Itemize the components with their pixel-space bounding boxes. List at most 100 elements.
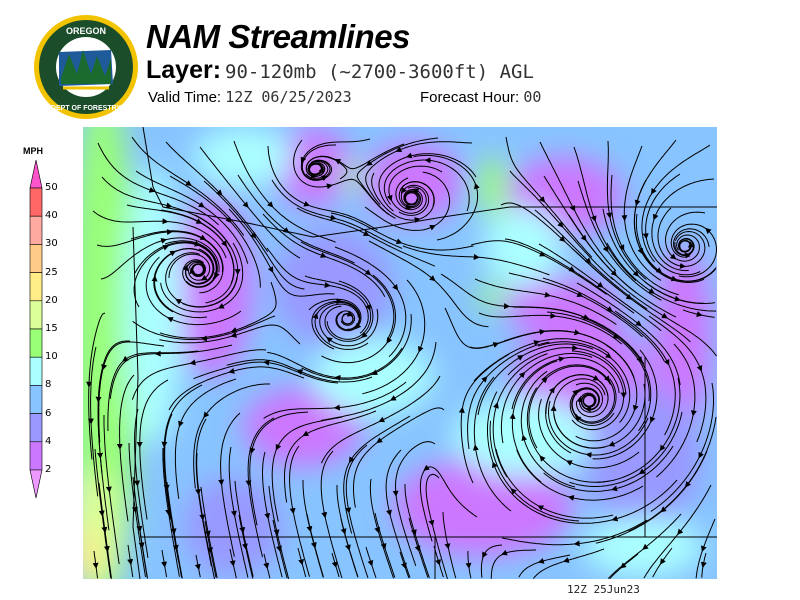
streamline bbox=[634, 139, 677, 207]
streamline bbox=[301, 562, 307, 578]
forecast-hour-value: 00 bbox=[523, 88, 542, 106]
streamline bbox=[203, 383, 270, 419]
streamline bbox=[575, 347, 627, 395]
streamline bbox=[592, 419, 652, 460]
streamline bbox=[537, 505, 614, 519]
streamline bbox=[585, 417, 649, 458]
streamline bbox=[648, 315, 703, 372]
streamline bbox=[620, 553, 639, 569]
streamline bbox=[538, 243, 604, 288]
streamline bbox=[388, 287, 407, 357]
streamline bbox=[395, 493, 417, 567]
streamline bbox=[568, 214, 618, 277]
streamline bbox=[650, 455, 701, 512]
streamline bbox=[335, 564, 340, 578]
streamline bbox=[674, 230, 706, 267]
streamline bbox=[376, 407, 445, 444]
streamline bbox=[100, 238, 168, 280]
streamline bbox=[674, 268, 717, 282]
streamline bbox=[395, 141, 473, 153]
streamline bbox=[237, 174, 290, 234]
streamline bbox=[87, 346, 97, 425]
streamline bbox=[141, 545, 148, 578]
streamline bbox=[606, 242, 655, 294]
legend-swatch bbox=[29, 272, 43, 302]
legend-bar bbox=[29, 159, 43, 499]
streamline bbox=[153, 250, 177, 313]
streamline bbox=[98, 367, 104, 443]
streamline bbox=[254, 236, 305, 290]
streamline bbox=[168, 371, 232, 411]
streamline bbox=[595, 510, 663, 544]
streamline bbox=[371, 172, 421, 223]
streamline bbox=[229, 548, 236, 567]
layer-info: Layer: 90-120mb (~2700-3600ft) AGL bbox=[146, 56, 534, 85]
streamline bbox=[185, 260, 206, 285]
legend-swatch bbox=[29, 441, 43, 471]
streamline bbox=[289, 445, 300, 515]
streamline bbox=[228, 208, 274, 273]
streamline bbox=[472, 444, 512, 512]
streamline bbox=[424, 157, 470, 212]
streamline bbox=[336, 300, 361, 331]
streamline bbox=[512, 360, 558, 416]
streamline bbox=[600, 285, 662, 332]
streamline bbox=[422, 171, 451, 227]
streamline bbox=[296, 207, 370, 236]
streamline bbox=[189, 183, 245, 236]
streamline bbox=[174, 424, 181, 499]
streamline bbox=[542, 254, 607, 295]
streamline bbox=[300, 138, 371, 164]
streamline bbox=[326, 308, 379, 347]
streamline bbox=[364, 206, 436, 231]
streamline bbox=[536, 338, 609, 354]
oregon-forestry-logo: OREGON DEPT OF FORESTRY bbox=[34, 15, 138, 119]
wind-speed-region bbox=[313, 337, 433, 417]
streamline bbox=[271, 270, 335, 297]
streamline bbox=[343, 460, 353, 534]
streamline bbox=[161, 384, 203, 448]
streamline bbox=[580, 294, 643, 338]
streamline bbox=[175, 547, 183, 578]
streamline bbox=[562, 548, 605, 563]
streamline bbox=[534, 209, 592, 264]
streamline bbox=[164, 237, 220, 273]
streamline bbox=[348, 547, 359, 577]
legend-tick: 4 bbox=[45, 435, 52, 447]
streamline bbox=[166, 310, 242, 326]
streamline bbox=[135, 170, 205, 208]
legend-arrow-bottom bbox=[29, 469, 43, 499]
legend-tick: 10 bbox=[45, 351, 58, 363]
streamline bbox=[573, 519, 648, 547]
streamline bbox=[323, 255, 386, 297]
streamline bbox=[365, 546, 374, 567]
streamline bbox=[106, 549, 112, 579]
streamline bbox=[539, 455, 610, 483]
streamline bbox=[386, 165, 443, 202]
streamline bbox=[152, 190, 220, 226]
streamline bbox=[390, 186, 427, 214]
streamline bbox=[163, 413, 173, 491]
streamline bbox=[696, 368, 707, 443]
streamline bbox=[109, 353, 158, 399]
streamline bbox=[200, 486, 211, 537]
streamline bbox=[569, 472, 642, 487]
streamline bbox=[433, 545, 441, 566]
streamline bbox=[134, 240, 201, 274]
streamline bbox=[701, 518, 716, 553]
streamline bbox=[133, 245, 170, 308]
streamline bbox=[629, 297, 691, 343]
streamline bbox=[573, 146, 597, 222]
color-legend: 50 40 30 25 20 15 10 8 6 4 2 bbox=[28, 159, 68, 500]
streamline bbox=[163, 444, 172, 520]
streamline bbox=[518, 561, 541, 578]
streamline bbox=[673, 228, 710, 259]
streamline bbox=[242, 530, 254, 577]
legend-swatch bbox=[29, 385, 43, 414]
streamline bbox=[645, 236, 701, 276]
streamline bbox=[516, 449, 571, 498]
streamline bbox=[638, 360, 652, 431]
streamline bbox=[130, 562, 134, 578]
streamline bbox=[542, 199, 593, 258]
streamline bbox=[495, 448, 541, 508]
